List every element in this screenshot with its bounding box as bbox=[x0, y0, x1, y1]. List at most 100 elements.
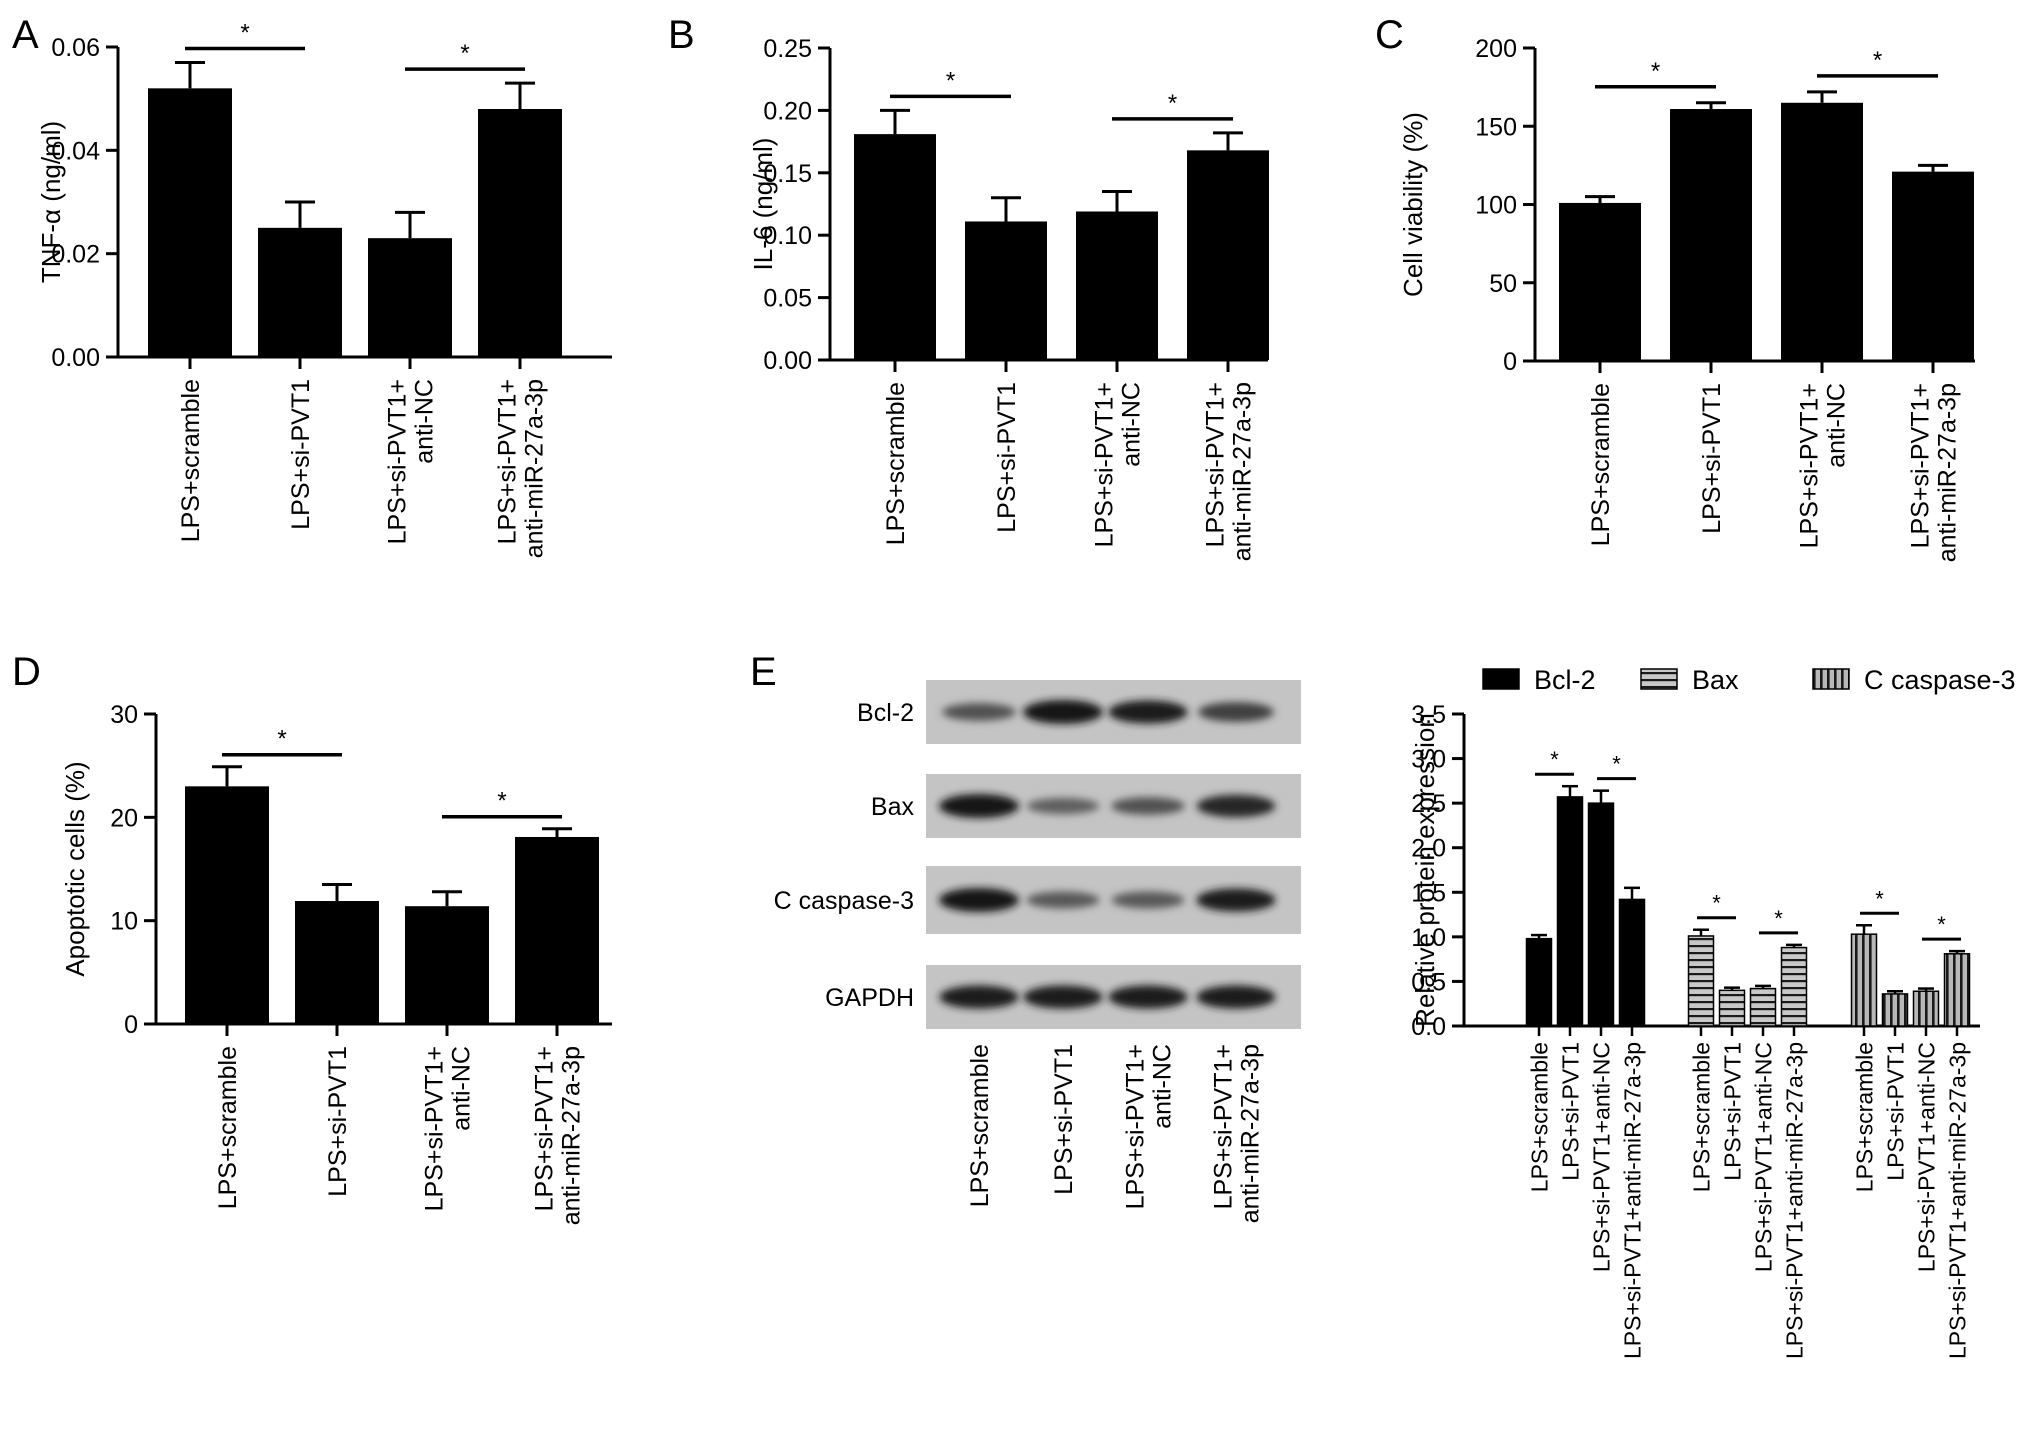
x-tick-label-1: LPS+si-PVT1 bbox=[287, 379, 315, 530]
bar-0 bbox=[148, 88, 232, 357]
x-tick-label-s2-3: LPS+si-PVT1+anti-miR-27a-3p bbox=[1781, 1042, 1807, 1359]
y-tick-label-4: 2.0 bbox=[1411, 835, 1446, 863]
x-tick-label-1-line-1: LPS+si-PVT1 bbox=[287, 379, 315, 530]
bar-s1-2 bbox=[1587, 802, 1615, 1027]
x-tick-label-s3-0-line-1: LPS+scramble bbox=[1851, 1042, 1877, 1192]
panel-b-il6-chart: 0.00 0.05 0.10 0.15 0.20 0.25 IL-6 (ng/ml) LPS+… bbox=[748, 35, 1269, 561]
bar-2 bbox=[1076, 211, 1158, 360]
x-tick-label-2-line-1: LPS+si-PVT1+ bbox=[384, 379, 412, 544]
blot-lane-label-3-line-2: anti-NC bbox=[1149, 1044, 1177, 1129]
y-tick-label-0: 0.0 bbox=[1411, 1013, 1446, 1041]
blot-band-r2-l3 bbox=[1111, 797, 1185, 815]
blot-band-r1-l2 bbox=[1023, 700, 1103, 724]
x-tick-label-s3-1: LPS+si-PVT1 bbox=[1882, 1042, 1908, 1181]
x-tick-label-s2-0: LPS+scramble bbox=[1688, 1042, 1714, 1192]
y-tick-label-0: 0.00 bbox=[763, 347, 812, 375]
panel-letter-c: C bbox=[1375, 13, 1404, 57]
significance-star-5: * bbox=[1937, 912, 1946, 937]
blot-band-r4-l4 bbox=[1196, 985, 1276, 1009]
x-tick-label-s1-2: LPS+si-PVT1+anti-NC bbox=[1588, 1042, 1614, 1272]
y-tick-label-2: 20 bbox=[110, 804, 138, 832]
bar-s1-0 bbox=[1525, 937, 1553, 1027]
blot-lane-label-4-line-1: LPS+si-PVT1+ bbox=[1210, 1044, 1238, 1209]
blot-row-label-1: Bcl-2 bbox=[857, 699, 914, 727]
x-tick-label-s3-3: LPS+si-PVT1+anti-miR-27a-3p bbox=[1944, 1042, 1970, 1359]
x-tick-label-1-line-1: LPS+si-PVT1 bbox=[993, 382, 1021, 533]
blot-band-r2-l2 bbox=[1026, 797, 1100, 815]
y-tick-label-2: 100 bbox=[1475, 192, 1517, 220]
bar-s3-0 bbox=[1850, 933, 1878, 1027]
blot-band-r1-l1 bbox=[942, 703, 1016, 721]
blot-band-r1-l3 bbox=[1108, 700, 1188, 724]
bar-3 bbox=[478, 109, 562, 357]
significance-star-0: * bbox=[946, 67, 955, 94]
x-tick-label-2-line-2: anti-NC bbox=[1118, 382, 1146, 467]
y-axis-title: TNF-α (ng/ml) bbox=[36, 121, 66, 283]
x-tick-label-2: LPS+si-PVT1+ anti-NC bbox=[1091, 382, 1146, 547]
x-tick-label-3-line-1: LPS+si-PVT1+ bbox=[1202, 382, 1230, 547]
y-axis-title: IL-6 (ng/ml) bbox=[748, 138, 778, 271]
bar-s1-1 bbox=[1556, 796, 1584, 1027]
blot-band-r1-l4 bbox=[1198, 702, 1274, 722]
legend-label-3: C caspase-3 bbox=[1864, 665, 2016, 695]
significance-star-1: * bbox=[460, 40, 469, 67]
y-tick-label-5: 2.5 bbox=[1411, 790, 1446, 818]
x-tick-label-s1-1-line-1: LPS+si-PVT1 bbox=[1557, 1042, 1583, 1181]
y-tick-label-1: 0.05 bbox=[763, 285, 812, 313]
blot-lane-label-2-line-1: LPS+si-PVT1 bbox=[1050, 1044, 1078, 1195]
bar-s3-1 bbox=[1881, 993, 1909, 1027]
y-tick-label-0: 0.00 bbox=[51, 344, 100, 372]
panel-letter-a: A bbox=[12, 13, 39, 57]
bar-s3-2 bbox=[1912, 990, 1940, 1027]
bar-s2-3 bbox=[1780, 946, 1808, 1027]
blot-band-r4-l1 bbox=[939, 985, 1019, 1009]
x-tick-label-2: LPS+si-PVT1+ anti-NC bbox=[421, 1046, 476, 1211]
x-tick-label-2-line-2: anti-NC bbox=[411, 379, 439, 464]
bar-1 bbox=[965, 221, 1047, 360]
legend-swatch-3 bbox=[1812, 668, 1850, 690]
y-tick-label-2: 0.10 bbox=[763, 222, 812, 250]
y-axis-title: Relative protein expression bbox=[1410, 713, 1440, 1027]
x-tick-label-3: LPS+si-PVT1+ anti-miR-27a-3p bbox=[494, 379, 549, 558]
bar-2 bbox=[1781, 102, 1863, 362]
y-tick-label-4: 0.20 bbox=[763, 97, 812, 125]
panel-c-viability-chart: 0 50 100 150 200 Cell viability (%) LPS+scramb… bbox=[1398, 35, 1975, 562]
x-tick-label-3: LPS+si-PVT1+ anti-miR-27a-3p bbox=[531, 1046, 586, 1225]
x-tick-label-3-line-1: LPS+si-PVT1+ bbox=[1907, 383, 1935, 548]
bar-1 bbox=[258, 227, 342, 357]
bar-s2-0 bbox=[1687, 935, 1715, 1027]
western-blot: Bcl-2 Bax C caspase-3 GAPDH LPS+scramble LPS+… bbox=[774, 680, 1301, 1223]
x-tick-label-s1-1: LPS+si-PVT1 bbox=[1557, 1042, 1583, 1181]
y-tick-label-2: 0.04 bbox=[51, 137, 100, 165]
y-tick-label-0: 0 bbox=[124, 1011, 138, 1039]
y-tick-label-1: 50 bbox=[1489, 270, 1517, 298]
bar-0 bbox=[854, 134, 936, 360]
blot-lane-label-3-line-1: LPS+si-PVT1+ bbox=[1122, 1044, 1150, 1209]
panel-letter-e: E bbox=[750, 650, 777, 694]
bar-1 bbox=[1670, 109, 1752, 361]
x-tick-label-2-line-1: LPS+si-PVT1+ bbox=[1091, 382, 1119, 547]
legend-swatch-1 bbox=[1482, 668, 1520, 690]
x-tick-label-s3-3-line-1: LPS+si-PVT1+anti-miR-27a-3p bbox=[1944, 1042, 1970, 1359]
bar-1 bbox=[295, 901, 379, 1024]
blot-lane-label-2: LPS+si-PVT1 bbox=[1050, 1044, 1078, 1195]
y-tick-label-3: 1.5 bbox=[1411, 879, 1446, 907]
y-tick-label-3: 30 bbox=[110, 701, 138, 729]
x-tick-label-s1-0: LPS+scramble bbox=[1526, 1042, 1552, 1192]
x-tick-label-2-line-1: LPS+si-PVT1+ bbox=[1796, 383, 1824, 548]
blot-row-label-3: C caspase-3 bbox=[774, 887, 914, 915]
legend-label-1: Bcl-2 bbox=[1534, 665, 1596, 695]
x-tick-label-2: LPS+si-PVT1+ anti-NC bbox=[1796, 383, 1851, 548]
significance-star-1: * bbox=[1612, 752, 1621, 777]
x-tick-label-0: LPS+scramble bbox=[214, 1046, 242, 1209]
bar-2 bbox=[368, 238, 452, 357]
blot-lane-label-1-line-1: LPS+scramble bbox=[966, 1044, 994, 1207]
x-tick-label-s3-0: LPS+scramble bbox=[1851, 1042, 1877, 1192]
blot-band-r2-l4 bbox=[1196, 794, 1276, 818]
bar-s2-2 bbox=[1749, 987, 1777, 1027]
significance-star-2: * bbox=[1712, 891, 1721, 916]
bar-2 bbox=[405, 906, 489, 1024]
significance-star-0: * bbox=[240, 20, 249, 47]
x-tick-label-s2-0-line-1: LPS+scramble bbox=[1688, 1042, 1714, 1192]
y-tick-label-3: 150 bbox=[1475, 113, 1517, 141]
